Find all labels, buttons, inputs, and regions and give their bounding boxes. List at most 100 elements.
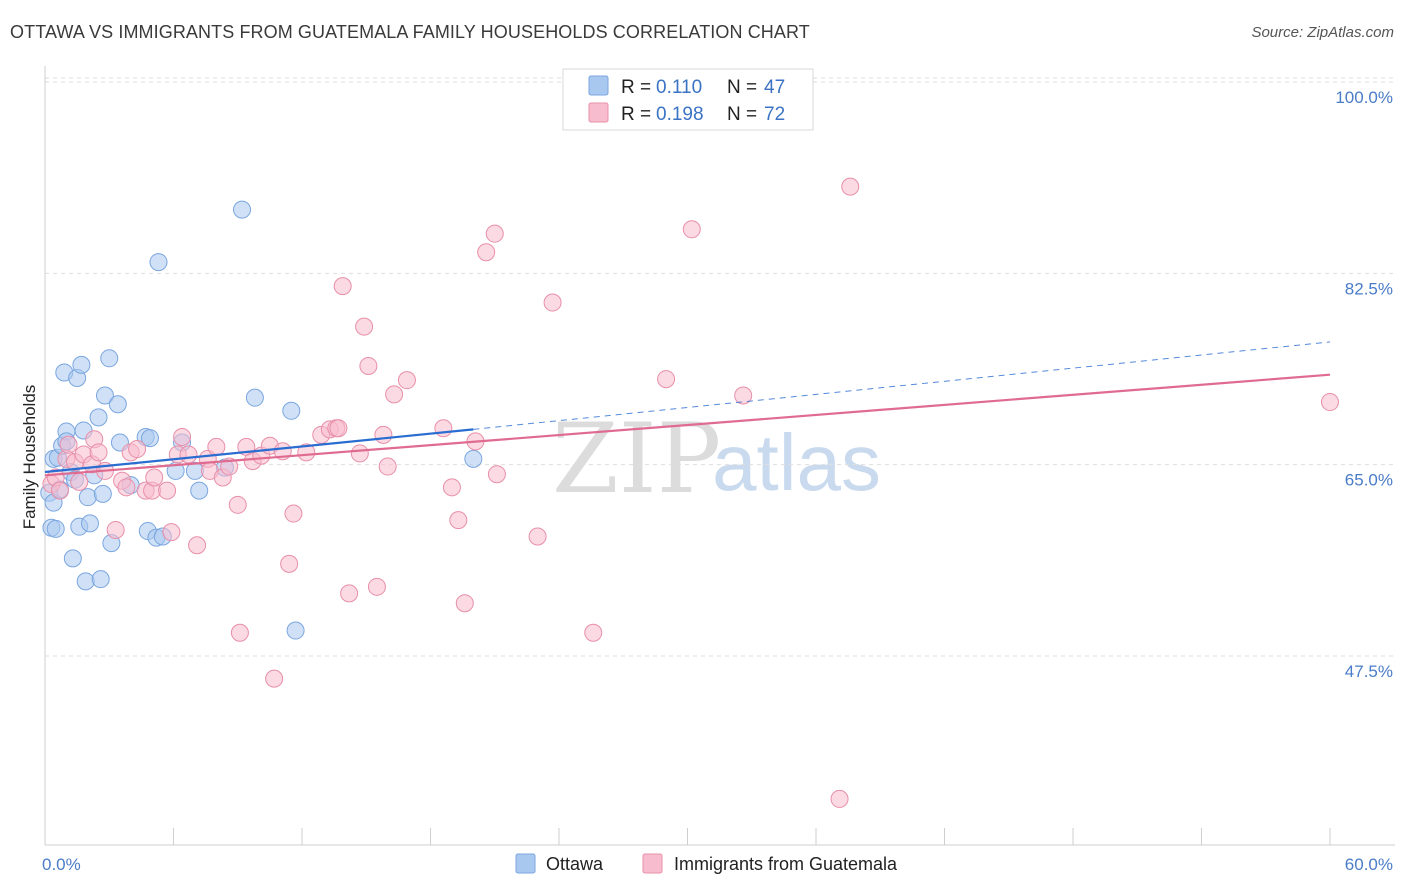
y-tick-label-1: 65.0% (1345, 471, 1393, 490)
point-ottawa-46 (46, 519, 65, 538)
legend-bottom-swatch-guatemala (642, 853, 663, 874)
watermark: ZIP atlas (552, 403, 881, 515)
y-tick-labels: 47.5% 65.0% 82.5% 100.0% (1335, 88, 1393, 681)
point-ottawa-19 (80, 514, 99, 533)
point-guatemala-20 (158, 481, 177, 500)
point-guatemala-37 (265, 669, 284, 688)
point-guatemala-51 (367, 577, 386, 596)
point-guatemala-68 (682, 220, 701, 239)
watermark-atlas: atlas (712, 418, 881, 507)
point-guatemala-63 (487, 465, 506, 484)
point-guatemala-56 (434, 419, 453, 438)
point-ottawa-32 (140, 429, 159, 448)
point-guatemala-59 (455, 594, 474, 613)
watermark-zip: ZIP (552, 403, 721, 515)
point-guatemala-61 (477, 243, 496, 262)
point-guatemala-6 (70, 472, 89, 491)
x-tick-label-1: 60.0% (1345, 855, 1393, 874)
legend-bottom-swatch-ottawa (515, 853, 536, 874)
legend-n-label-guatemala: N = (727, 104, 757, 125)
trend-line-ottawa (44, 428, 474, 474)
legend-bottom-label-ottawa: Ottawa (546, 854, 604, 874)
legend-n-value-guatemala: 72 (764, 104, 785, 125)
point-guatemala-19 (145, 468, 164, 487)
point-ottawa-25 (100, 349, 119, 368)
legend-r-value-guatemala: 0.198 (656, 104, 704, 125)
y-tick-label-0: 47.5% (1345, 662, 1393, 681)
gridlines (45, 77, 1395, 657)
point-ottawa-22 (91, 570, 110, 589)
point-ottawa-27 (108, 395, 127, 414)
point-ottawa-15 (72, 355, 91, 374)
legend-r-label-ottawa: R = (621, 77, 651, 98)
point-guatemala-10 (89, 443, 108, 462)
point-guatemala-62 (485, 224, 504, 243)
point-guatemala-66 (584, 623, 603, 642)
point-guatemala-31 (228, 495, 247, 514)
legend-n-value-ottawa: 47 (764, 77, 785, 98)
point-guatemala-67 (657, 370, 676, 389)
trend-extension-ottawa (473, 341, 1331, 430)
point-guatemala-49 (355, 317, 374, 336)
point-guatemala-2 (50, 481, 69, 500)
point-guatemala-48 (350, 444, 369, 463)
point-ottawa-43 (282, 401, 301, 420)
source-credit: Source: ZipAtlas.com (1251, 24, 1394, 41)
point-guatemala-39 (280, 554, 299, 573)
point-guatemala-32 (230, 623, 249, 642)
point-ottawa-17 (76, 572, 95, 591)
point-guatemala-69 (734, 386, 753, 405)
point-ottawa-45 (464, 449, 483, 468)
point-guatemala-57 (442, 478, 461, 497)
y-axis-label: Family Households (20, 385, 39, 530)
point-guatemala-21 (162, 523, 181, 542)
x-tick-labels: 0.0% 60.0% (42, 855, 1393, 874)
legend-r-value-ottawa: 0.110 (656, 77, 702, 98)
point-ottawa-42 (245, 388, 264, 407)
point-guatemala-64 (528, 527, 547, 546)
point-guatemala-46 (333, 277, 352, 296)
trend-lines (44, 341, 1331, 477)
point-ottawa-21 (89, 408, 108, 427)
point-guatemala-45 (329, 419, 348, 438)
point-ottawa-11 (63, 549, 82, 568)
legend-top: R = 0.110 N = 47 R = 0.198 N = 72 (562, 68, 814, 131)
point-guatemala-14 (117, 478, 136, 497)
trend-line-guatemala (44, 373, 1331, 477)
chart-title: OTTAWA VS IMMIGRANTS FROM GUATEMALA FAMI… (10, 22, 810, 42)
legend-r-label-guatemala: R = (621, 104, 651, 125)
x-tick-label-0: 0.0% (42, 855, 81, 874)
point-ottawa-44 (286, 621, 305, 640)
point-guatemala-41 (297, 443, 316, 462)
point-guatemala-47 (340, 584, 359, 603)
point-guatemala-12 (106, 520, 125, 539)
point-guatemala-71 (830, 789, 849, 808)
legend-bottom-label-guatemala: Immigrants from Guatemala (674, 854, 898, 874)
legend-n-label-ottawa: N = (727, 77, 757, 98)
point-ottawa-34 (149, 253, 168, 272)
point-guatemala-58 (449, 511, 468, 530)
point-ottawa-39 (190, 481, 209, 500)
point-guatemala-23 (173, 428, 192, 447)
point-guatemala-70 (841, 177, 860, 196)
point-ottawa-23 (93, 484, 112, 503)
point-guatemala-40 (284, 504, 303, 523)
point-guatemala-4 (59, 435, 78, 454)
point-ottawa-24 (95, 386, 114, 405)
point-guatemala-72 (1321, 393, 1339, 412)
point-guatemala-25 (188, 536, 207, 555)
y-tick-label-3: 100.0% (1335, 88, 1393, 107)
point-guatemala-28 (207, 437, 226, 456)
point-guatemala-24 (179, 445, 198, 464)
legend-swatch-guatemala (588, 102, 609, 123)
legend-bottom: Ottawa Immigrants from Guatemala (515, 853, 898, 874)
point-ottawa-41 (233, 200, 252, 219)
point-guatemala-52 (374, 425, 393, 444)
point-guatemala-50 (359, 356, 378, 375)
point-guatemala-65 (543, 293, 562, 312)
point-guatemala-55 (397, 371, 416, 390)
point-guatemala-53 (378, 457, 397, 476)
legend-swatch-ottawa (588, 75, 609, 96)
point-guatemala-16 (128, 440, 147, 459)
